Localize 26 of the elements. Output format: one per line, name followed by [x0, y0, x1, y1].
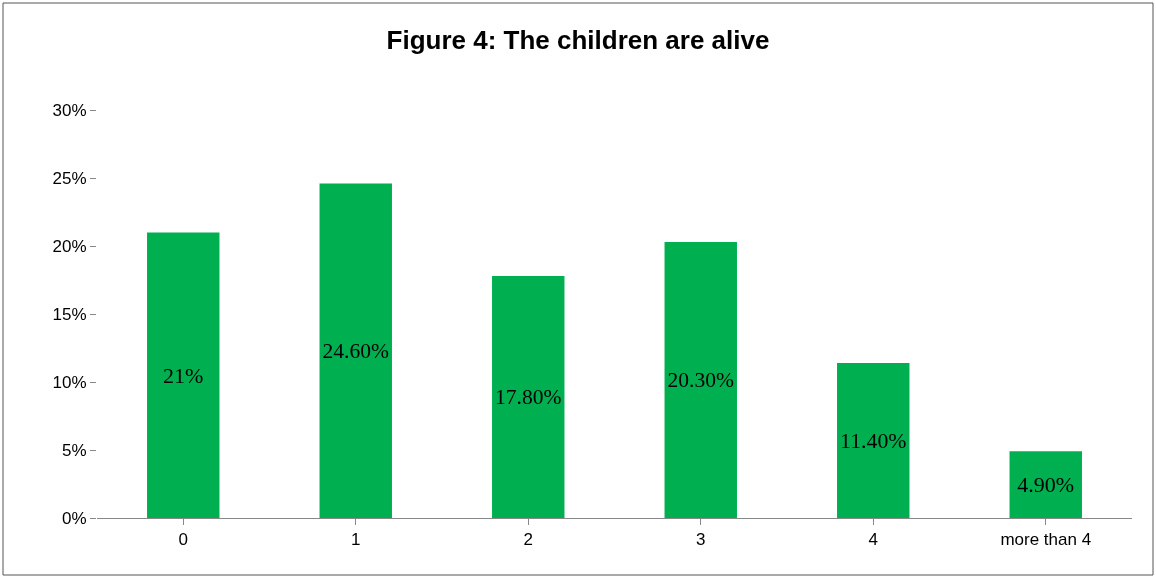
data-label: 4.90% [1017, 472, 1075, 498]
bar [147, 232, 220, 518]
y-tick-label: 5% [62, 440, 87, 460]
x-tick-label: 4 [868, 530, 878, 550]
y-tick-label: 25% [52, 168, 87, 188]
x-tick-label: 3 [696, 530, 706, 550]
x-tick-label: more than 4 [1000, 530, 1092, 550]
x-tick-label: 2 [523, 530, 533, 550]
y-tick-label: 15% [52, 304, 87, 324]
data-label: 21% [163, 362, 204, 388]
y-tick-label: 0% [62, 508, 87, 528]
bar [492, 275, 565, 518]
y-tick-label: 20% [52, 236, 87, 256]
bar [664, 241, 737, 518]
data-label: 17.80% [495, 385, 562, 410]
y-tick-label: 30% [52, 100, 87, 120]
chart-title: Figure 4: The children are alive [386, 25, 770, 56]
data-label: 24.60% [322, 339, 390, 364]
bar [319, 183, 392, 518]
data-label: 20.30% [667, 368, 735, 393]
bar [1009, 451, 1082, 518]
x-tick-label: 0 [178, 530, 188, 550]
y-tick-label: 10% [52, 372, 87, 392]
x-tick-label: 1 [351, 530, 361, 550]
bar [837, 362, 910, 518]
data-label: 11.40% [840, 428, 907, 453]
